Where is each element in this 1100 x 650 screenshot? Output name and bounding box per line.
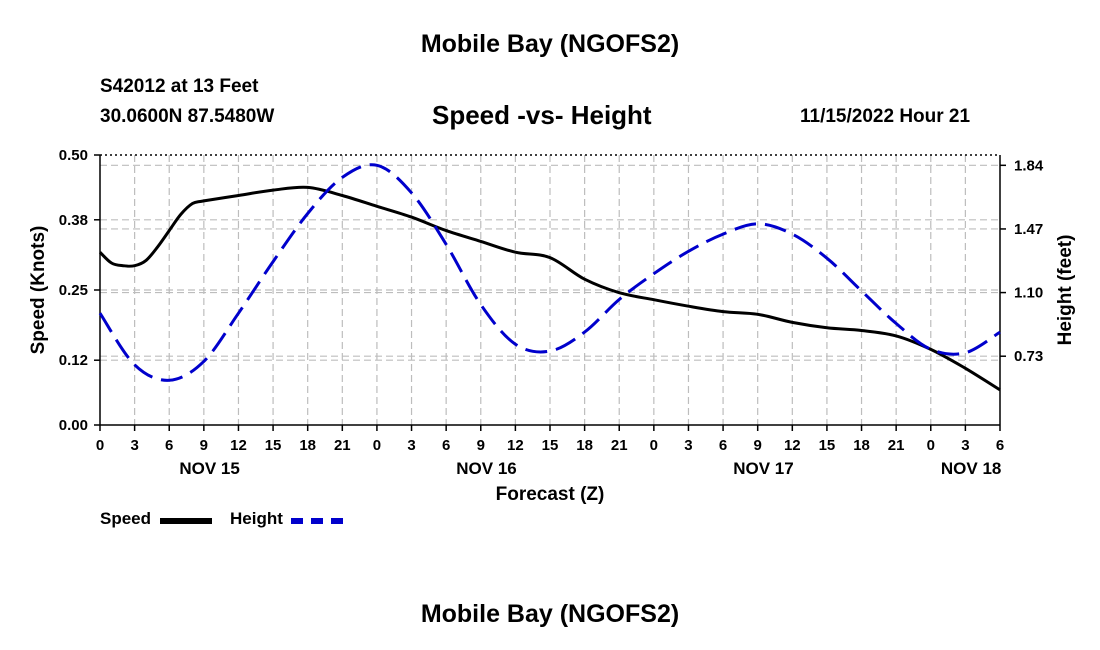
x-tick-label: 21	[611, 437, 628, 454]
x-tick-label: 3	[130, 437, 138, 454]
x-tick-label: 9	[754, 437, 762, 454]
page-title: Mobile Bay (NGOFS2)	[420, 30, 680, 58]
day-label: NOV 17	[733, 459, 793, 478]
x-tick-label: 6	[442, 437, 450, 454]
x-tick-label: 3	[961, 437, 969, 454]
series-speed-line	[98, 185, 1001, 392]
x-tick-label: 21	[334, 437, 351, 454]
forecast-time: 11/15/2022 Hour 21	[800, 106, 971, 127]
x-tick-label: 21	[888, 437, 905, 454]
y-tick-label: 0.25	[59, 282, 88, 299]
x-axis-title: Forecast (Z)	[496, 484, 605, 505]
y2-tick-label: 1.47	[1014, 221, 1043, 238]
x-tick-label: 6	[719, 437, 727, 454]
x-tick-label: 12	[784, 437, 801, 454]
series-height-line	[98, 163, 1001, 382]
x-tick-label: 12	[507, 437, 524, 454]
x-tick-label: 9	[477, 437, 485, 454]
x-tick-label: 0	[927, 437, 935, 454]
x-tick-label: 18	[853, 437, 870, 454]
x-tick-label: 0	[96, 437, 104, 454]
x-tick-label: 3	[684, 437, 692, 454]
x-tick-label: 0	[650, 437, 658, 454]
legend-speed-line	[160, 518, 212, 524]
x-tick-label: 18	[576, 437, 593, 454]
legend-height-line	[291, 518, 343, 524]
x-tick-label: 15	[819, 437, 836, 454]
x-tick-label: 6	[996, 437, 1004, 454]
y-tick-label: 0.38	[59, 212, 88, 229]
x-tick-label: 6	[165, 437, 173, 454]
x-tick-label: 3	[407, 437, 415, 454]
x-tick-label: 12	[230, 437, 247, 454]
day-label: NOV 16	[456, 459, 516, 478]
y2-axis-title: Height (feet)	[1055, 235, 1076, 346]
chart-title: Speed -vs- Height	[432, 100, 652, 130]
day-label: NOV 18	[941, 459, 1001, 478]
x-tick-label: 9	[200, 437, 208, 454]
y2-tick-label: 0.73	[1014, 348, 1043, 365]
y2-tick-label: 1.10	[1014, 285, 1043, 302]
x-tick-label: 18	[299, 437, 316, 454]
x-tick-label: 0	[373, 437, 381, 454]
station-coords: 30.0600N 87.5480W	[100, 106, 275, 127]
y2-tick-label: 1.84	[1014, 157, 1044, 174]
footer-title: Mobile Bay (NGOFS2)	[420, 600, 680, 628]
y-tick-label: 0.00	[59, 417, 88, 434]
legend-height-label: Height	[230, 509, 283, 528]
y-tick-label: 0.12	[59, 352, 88, 369]
y-axis-title: Speed (Knots)	[28, 226, 49, 355]
x-tick-label: 15	[265, 437, 282, 454]
y-tick-label: 0.50	[59, 147, 88, 164]
legend-speed-label: Speed	[100, 509, 152, 528]
day-label: NOV 15	[179, 459, 239, 478]
station-id: S42012 at 13 Feet	[100, 76, 259, 97]
x-tick-label: 15	[542, 437, 559, 454]
